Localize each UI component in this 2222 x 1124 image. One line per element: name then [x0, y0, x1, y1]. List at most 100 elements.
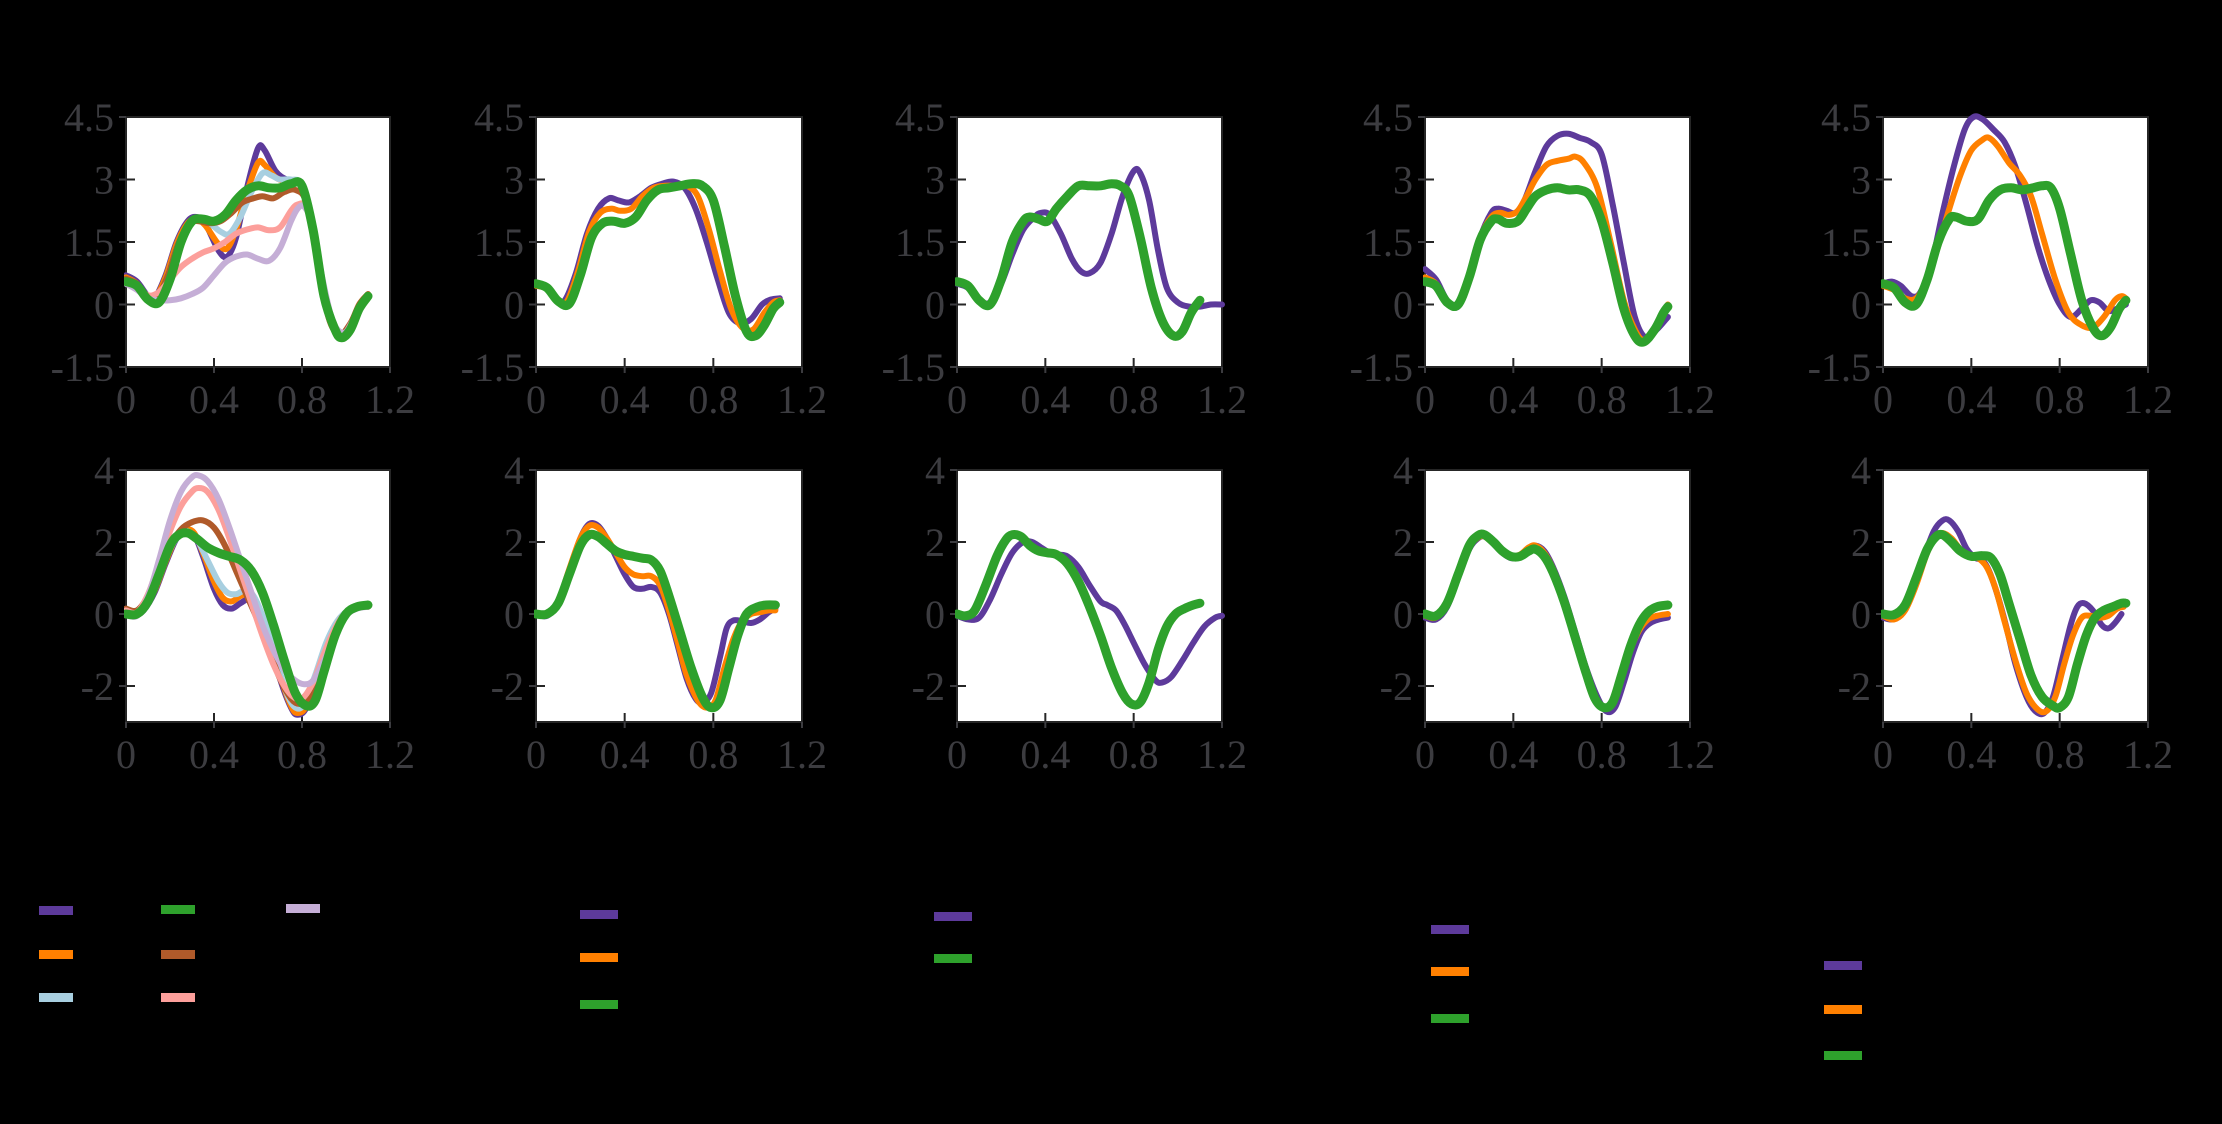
subplot-r1c1: 4.531.50-1.50 0.4 0.8 1.2 — [51, 95, 415, 422]
y-tick-label: 2 — [94, 520, 114, 565]
y-tick-label: -2 — [1838, 664, 1871, 709]
y-tick-label: 2 — [925, 520, 945, 565]
x-tick-label: 0.4 — [189, 732, 239, 777]
legend-swatch-brown — [161, 950, 195, 959]
x-tick-label: 1.2 — [777, 732, 827, 777]
legend-swatch-green — [1824, 1051, 1862, 1060]
x-tick-label: 0.4 — [1020, 732, 1070, 777]
x-tick-label: 0 — [116, 377, 136, 422]
legend-swatch-purple — [580, 910, 618, 919]
curves-r1c1 — [124, 142, 373, 343]
y-tick-label: -2 — [912, 664, 945, 709]
legend-swatch-pink — [161, 993, 195, 1002]
x-tick-label: 0.4 — [1946, 377, 1996, 422]
curves-r1c4 — [1423, 130, 1673, 347]
curve-green-r1c3 — [955, 179, 1205, 341]
curve-purple-r2c3 — [955, 537, 1225, 686]
y-tick-label: -2 — [1380, 664, 1413, 709]
x-tick-label: 0.8 — [1577, 377, 1627, 422]
y-tick-label: 0 — [504, 283, 524, 328]
x-tick-label: 0.8 — [1577, 732, 1627, 777]
curves-r2c1 — [124, 472, 373, 718]
x-tick-label: 1.2 — [365, 377, 415, 422]
y-tick-label: 1.5 — [1363, 220, 1413, 265]
y-tick-label: 1.5 — [64, 220, 114, 265]
x-tick-label: 0 — [1873, 377, 1893, 422]
curve-green-r1c5 — [1881, 180, 2131, 341]
y-tick-label: 3 — [925, 158, 945, 203]
legend-swatch-purple — [1824, 961, 1862, 970]
subplot-r2c3: 420-20 0.4 0.8 1.2 — [912, 448, 1247, 777]
legend-swatch-orange — [1431, 967, 1469, 976]
x-tick-label: 0 — [116, 732, 136, 777]
legend-swatch-orange — [39, 950, 73, 959]
legend-swatch-purple — [1431, 925, 1469, 934]
y-tick-label: -1.5 — [461, 345, 524, 390]
legend-swatch-lavender — [286, 904, 320, 913]
legend-swatch-purple — [934, 912, 972, 921]
y-tick-label: 3 — [504, 158, 524, 203]
subplot-r1c3: 4.531.50-1.50 0.4 0.8 1.2 — [882, 95, 1247, 422]
legend-col5 — [1824, 961, 1862, 1060]
subplot-r1c4: 4.531.50-1.50 0.4 0.8 1.2 — [1350, 95, 1715, 422]
x-tick-label: 0.4 — [1488, 732, 1538, 777]
curve-green-r2c3 — [955, 530, 1205, 710]
x-tick-label: 0.4 — [600, 377, 650, 422]
x-tick-label: 0.4 — [1020, 377, 1070, 422]
curves-r1c2 — [534, 178, 785, 342]
x-tick-label: 0 — [1415, 377, 1435, 422]
curve-green-r2c1 — [124, 528, 373, 711]
x-tick-label: 0.4 — [1488, 377, 1538, 422]
y-tick-label: 0 — [1393, 283, 1413, 328]
x-tick-label: 0.8 — [2035, 732, 2085, 777]
y-tick-label: 4.5 — [1821, 95, 1871, 140]
y-tick-label: 0 — [925, 283, 945, 328]
x-tick-label: 1.2 — [2123, 377, 2173, 422]
y-tick-label: 3 — [94, 158, 114, 203]
legend-swatch-orange — [580, 953, 618, 962]
x-tick-label: 0.8 — [1109, 732, 1159, 777]
legend-swatch-orange — [1824, 1005, 1862, 1014]
subplot-r2c5: 420-20 0.4 0.8 1.2 — [1838, 448, 2173, 777]
subplot-r2c2: 420-20 0.4 0.8 1.2 — [491, 448, 827, 777]
x-tick-label: 0.4 — [1946, 732, 1996, 777]
x-tick-label: 0 — [526, 377, 546, 422]
y-tick-label: -1.5 — [1350, 345, 1413, 390]
x-tick-label: 0.8 — [688, 732, 738, 777]
y-tick-label: 4 — [94, 448, 114, 493]
legend-swatch-green — [161, 905, 195, 914]
x-tick-label: 0.8 — [1109, 377, 1159, 422]
legend-col3 — [934, 912, 972, 963]
x-tick-label: 1.2 — [1197, 732, 1247, 777]
curve-green-r2c2 — [534, 529, 780, 713]
curves-r2c3 — [955, 530, 1225, 710]
legend-col1 — [39, 904, 320, 1002]
curve-green-r2c4 — [1423, 529, 1673, 713]
x-tick-label: 1.2 — [365, 732, 415, 777]
y-tick-label: 2 — [1393, 520, 1413, 565]
x-tick-label: 0 — [526, 732, 546, 777]
plot-area-r1c3 — [956, 116, 1223, 368]
y-tick-label: 4.5 — [64, 95, 114, 140]
y-tick-label: 4 — [1851, 448, 1871, 493]
x-tick-label: 1.2 — [1665, 732, 1715, 777]
curves-r2c5 — [1881, 516, 2131, 718]
y-tick-label: 0 — [94, 592, 114, 637]
x-tick-label: 1.2 — [1197, 377, 1247, 422]
y-tick-label: 4.5 — [1363, 95, 1413, 140]
x-tick-label: 0.4 — [600, 732, 650, 777]
x-tick-label: 0 — [947, 732, 967, 777]
y-tick-label: -1.5 — [882, 345, 945, 390]
x-tick-label: 0 — [1415, 732, 1435, 777]
subplot-r2c1: 420-20 0.4 0.8 1.2 — [81, 448, 415, 777]
curves-r2c4 — [1423, 529, 1673, 716]
y-tick-label: 1.5 — [895, 220, 945, 265]
legend-swatch-lightblue — [39, 993, 73, 1002]
x-tick-label: 0.8 — [688, 377, 738, 422]
y-tick-label: 0 — [1851, 283, 1871, 328]
x-tick-label: 1.2 — [777, 377, 827, 422]
y-tick-label: 0 — [1851, 592, 1871, 637]
x-tick-label: 1.2 — [1665, 377, 1715, 422]
